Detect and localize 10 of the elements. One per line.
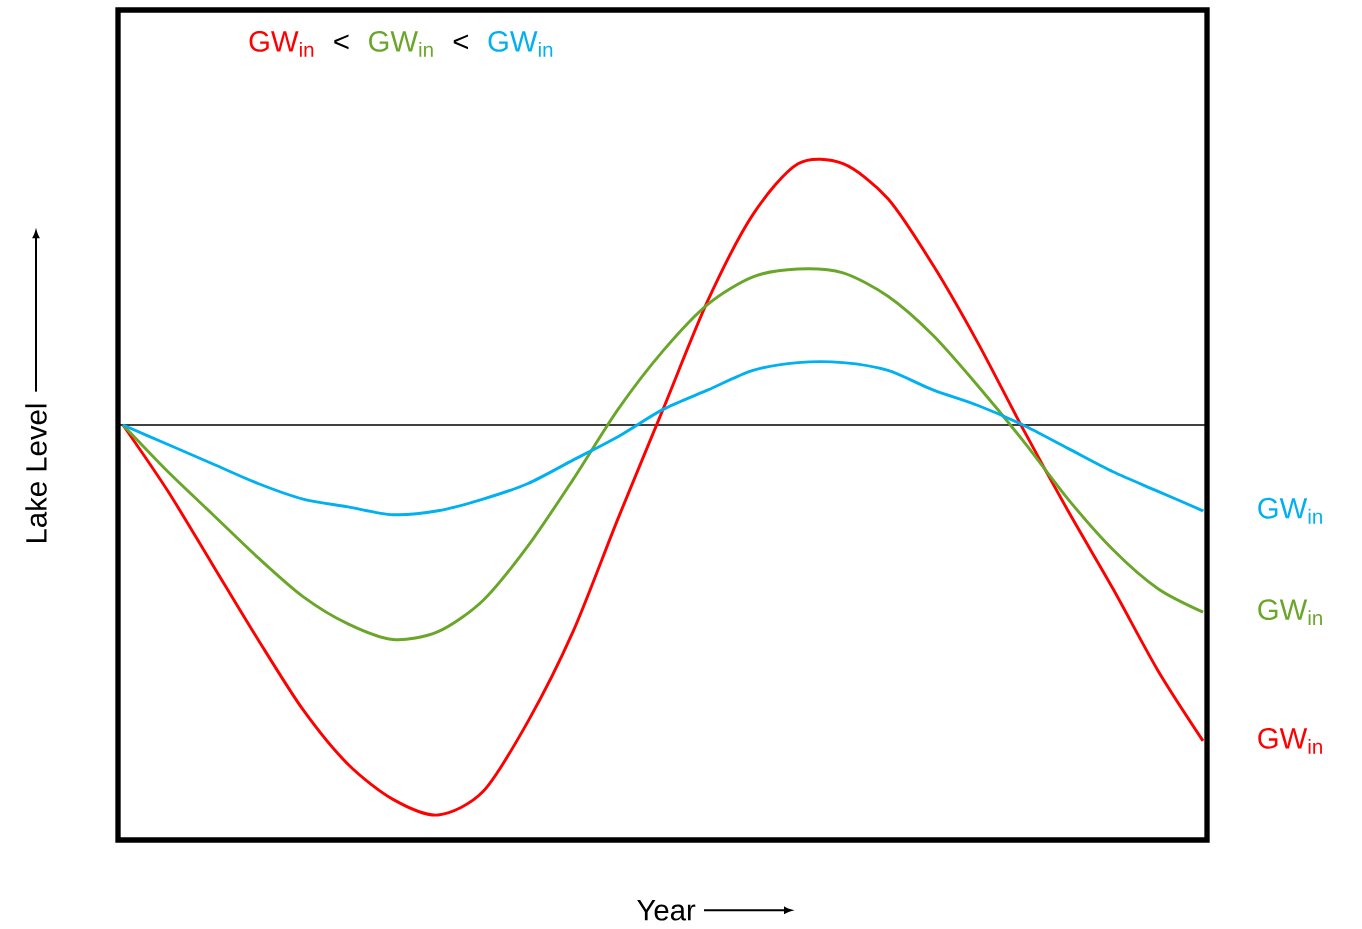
y-axis-title: Lake Level (25, 404, 47, 543)
text: GW$_{in}$ (369, 30, 433, 57)
x-axis-title: Year (637, 900, 696, 921)
text: GW$_{in}$ (488, 30, 553, 57)
series-label: GW$_{in}$ (1258, 497, 1322, 524)
text: GW$_{in}$ (249, 30, 314, 57)
series-label: GW$_{in}$ (1258, 599, 1322, 626)
series-label: GW$_{in}$ (1258, 727, 1322, 754)
text: < (334, 34, 349, 50)
text: < (453, 34, 469, 50)
